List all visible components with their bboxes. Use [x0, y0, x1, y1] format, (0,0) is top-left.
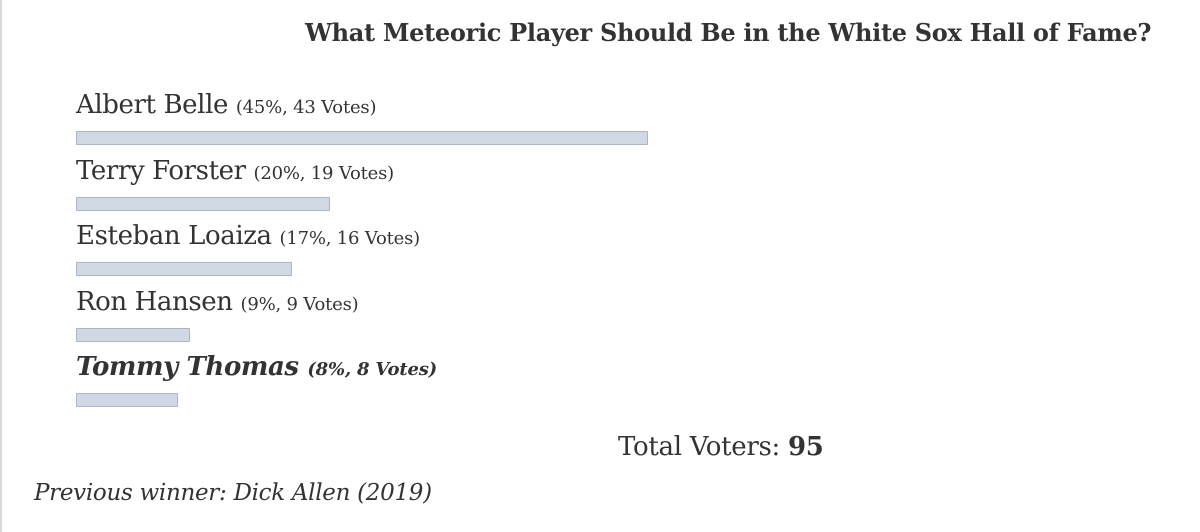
poll-option-name: Terry Forster: [76, 155, 246, 186]
poll-bar-terry-forster: [76, 196, 330, 211]
poll-option-label: Esteban Loaiza (17%, 16 Votes): [76, 217, 1076, 258]
poll-bar-track: [76, 327, 1200, 344]
poll-option-label: Ron Hansen (9%, 9 Votes): [76, 283, 1076, 324]
poll-option-votes: (45%, 43 Votes): [235, 97, 377, 118]
poll-bar-track: [76, 393, 1200, 409]
poll-option-name: Esteban Loaiza: [76, 221, 272, 251]
total-voters: Total Voters: 95: [618, 432, 824, 462]
poll-bar-ron-hansen: [76, 327, 191, 342]
poll-option-label: Albert Belle (45%, 43 Votes): [76, 86, 1076, 127]
poll-option-votes: (17%, 16 Votes): [279, 228, 421, 249]
poll-title: What Meteoric Player Should Be in the Wh…: [305, 18, 1152, 47]
poll-bar-track: [76, 262, 1200, 278]
poll-option-esteban-loaiza: Esteban Loaiza (17%, 16 Votes): [76, 217, 1076, 283]
poll-option-name: Ron Hansen: [76, 286, 233, 317]
page-left-border: [0, 0, 2, 532]
poll-option-albert-belle: Albert Belle (45%, 43 Votes): [76, 86, 1076, 152]
poll-bar-track: [76, 196, 1200, 213]
poll-option-label: Terry Forster (20%, 19 Votes): [76, 152, 1076, 193]
poll-option-terry-forster: Terry Forster (20%, 19 Votes): [76, 152, 1076, 218]
total-voters-count: 95: [787, 432, 824, 462]
poll-option-votes: (8%, 8 Votes): [307, 359, 437, 380]
poll-option-label: Tommy Thomas (8%, 8 Votes): [76, 348, 1076, 389]
poll-option-ron-hansen: Ron Hansen (9%, 9 Votes): [76, 283, 1076, 349]
poll-bar-track: [76, 131, 1200, 147]
poll-option-tommy-thomas: Tommy Thomas (8%, 8 Votes): [76, 348, 1076, 414]
poll-results: Albert Belle (45%, 43 Votes) Terry Forst…: [76, 86, 1076, 414]
poll-option-name: Albert Belle: [76, 90, 228, 120]
poll-option-votes: (20%, 19 Votes): [253, 162, 395, 184]
poll-option-name: Tommy Thomas: [76, 352, 299, 382]
poll-bar-esteban-loaiza: [76, 262, 292, 276]
poll-bar-albert-belle: [76, 131, 648, 145]
poll-bar-tommy-thomas: [76, 393, 178, 407]
poll-option-votes: (9%, 9 Votes): [240, 293, 359, 315]
previous-winner: Previous winner: Dick Allen (2019): [34, 480, 432, 506]
total-voters-label: Total Voters:: [618, 432, 781, 462]
